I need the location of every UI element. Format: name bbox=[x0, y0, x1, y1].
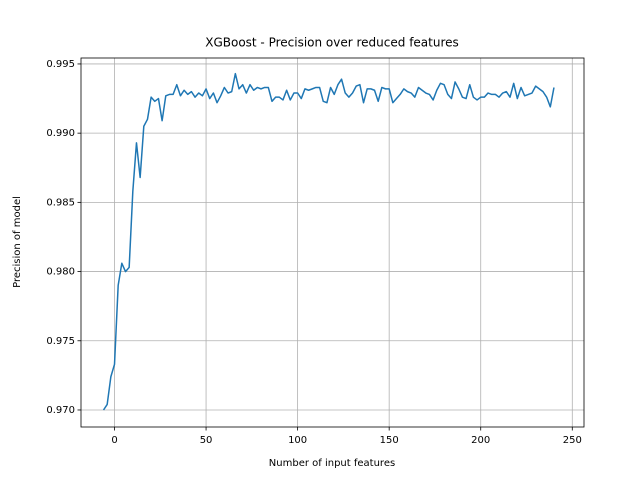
x-axis-label: Number of input features bbox=[269, 458, 395, 469]
chart-title: XGBoost - Precision over reduced feature… bbox=[205, 36, 459, 50]
y-tick-label: 0.970 bbox=[46, 405, 75, 416]
y-tick-label: 0.990 bbox=[46, 128, 75, 139]
y-tick-label: 0.980 bbox=[46, 267, 75, 278]
x-tick-label: 50 bbox=[200, 435, 213, 446]
data-line bbox=[102, 72, 555, 411]
x-tick-label: 0 bbox=[111, 435, 117, 446]
x-tick-label: 250 bbox=[563, 435, 582, 446]
x-tick-label: 100 bbox=[288, 435, 307, 446]
y-axis-label: Precision of model bbox=[12, 196, 23, 288]
y-tick-label: 0.995 bbox=[46, 59, 75, 70]
y-tick-label: 0.985 bbox=[46, 197, 75, 208]
x-tick-label: 150 bbox=[380, 435, 399, 446]
x-tick-label: 200 bbox=[471, 435, 490, 446]
y-tick-label: 0.975 bbox=[46, 336, 75, 347]
axes-frame bbox=[80, 57, 585, 428]
